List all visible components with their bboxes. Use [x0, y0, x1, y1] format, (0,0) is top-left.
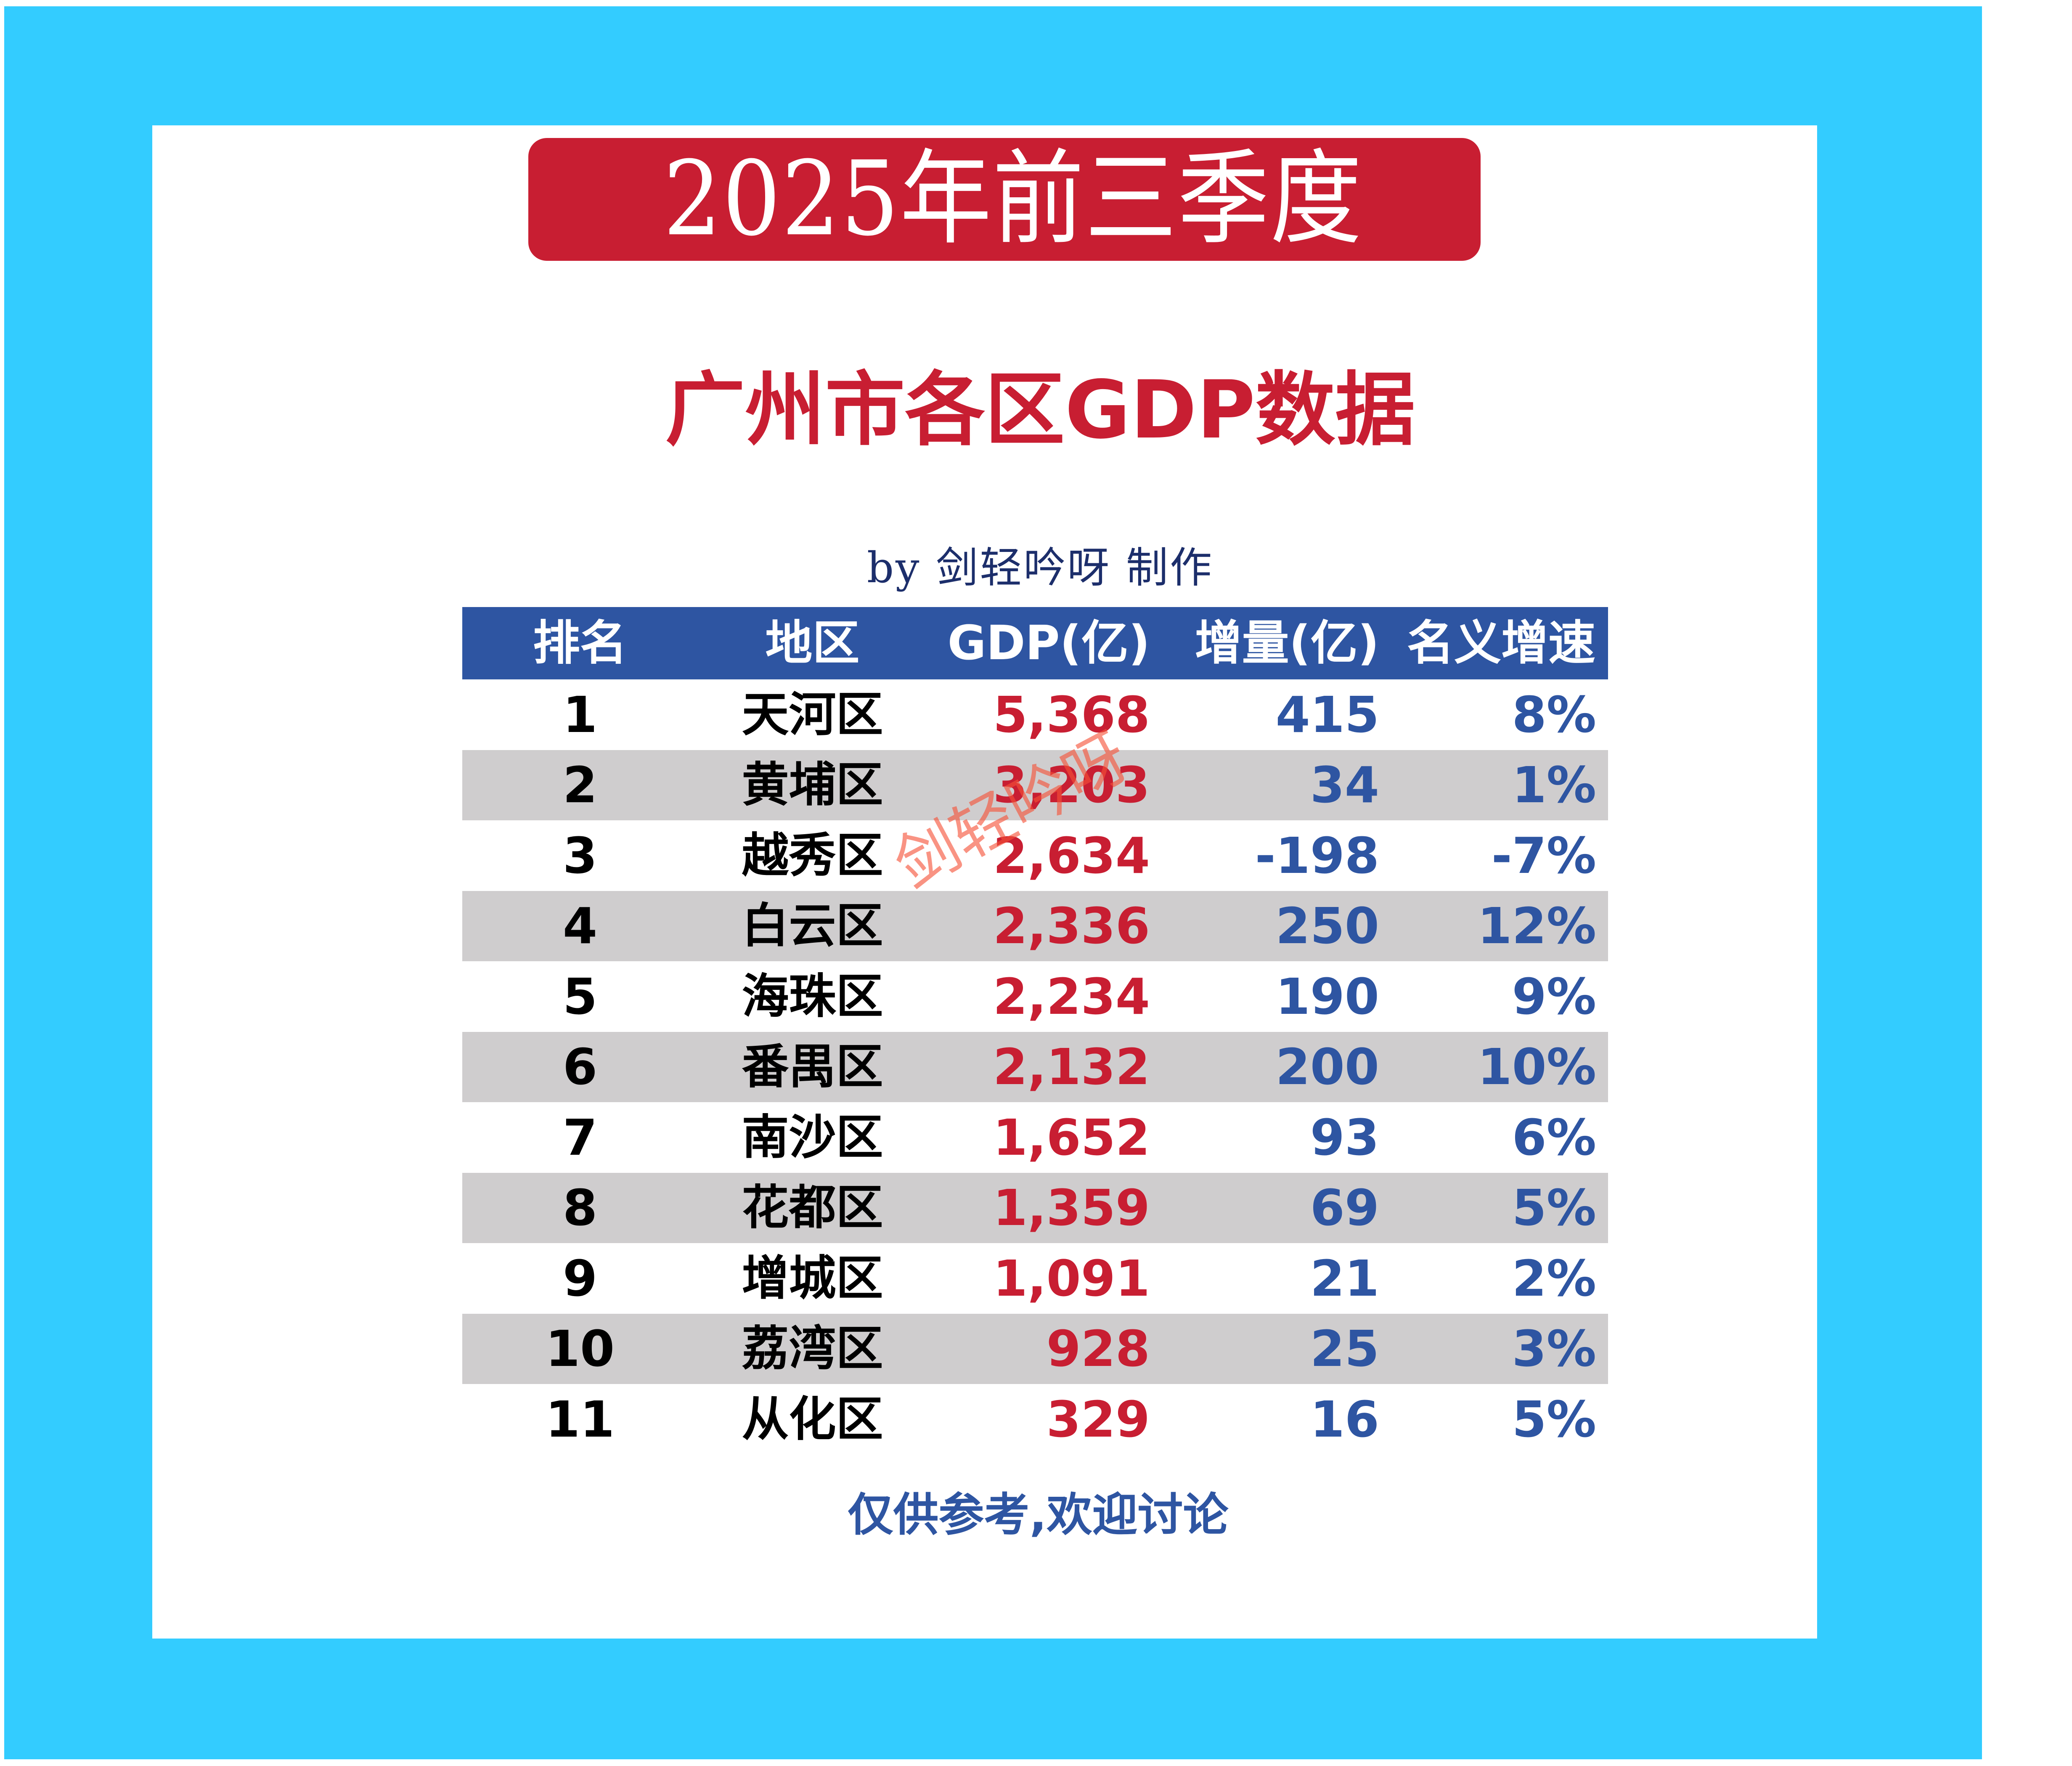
- cell-gdp: 2,234: [993, 967, 1150, 1026]
- cell-district: 白云区: [742, 899, 883, 954]
- cell-district: 花都区: [742, 1180, 883, 1236]
- cell-rank: 1: [562, 685, 598, 744]
- cell-growth: 8%: [1512, 685, 1596, 744]
- cell-growth: 2%: [1512, 1249, 1596, 1307]
- cell-rank: 5: [562, 967, 598, 1026]
- cell-district: 荔湾区: [742, 1321, 883, 1376]
- cell-district: 番禺区: [742, 1039, 883, 1095]
- header-growth: 名义增速: [1407, 616, 1595, 671]
- cell-increase: 200: [1275, 1038, 1379, 1096]
- cell-district: 天河区: [742, 687, 883, 742]
- table-row: 10 荔湾区 928 25 3%: [462, 1313, 1608, 1384]
- cell-increase: 16: [1310, 1390, 1379, 1448]
- cell-increase: 69: [1310, 1179, 1379, 1237]
- table-row: 5 海珠区 2,234 190 9%: [462, 961, 1608, 1032]
- cell-growth: 5%: [1512, 1390, 1596, 1448]
- cell-growth: 10%: [1477, 1038, 1596, 1096]
- cell-district: 黄埔区: [742, 758, 883, 813]
- period-banner: 2025年前三季度: [528, 138, 1481, 261]
- cell-gdp: 3,203: [993, 756, 1150, 814]
- cell-rank: 3: [562, 826, 598, 885]
- table-row: 1 天河区 5,368 415 8%: [462, 679, 1608, 750]
- cell-gdp: 5,368: [993, 685, 1150, 744]
- gdp-table: 排名 地区 GDP(亿) 增量(亿) 名义增速 1 天河区 5,368 415 …: [462, 607, 1608, 1455]
- cell-rank: 8: [562, 1179, 598, 1237]
- cell-district: 越秀区: [742, 828, 883, 883]
- cell-increase: 93: [1310, 1108, 1379, 1167]
- page-title: 广州市各区GDP数据: [665, 363, 1415, 456]
- cell-district: 海珠区: [742, 969, 883, 1024]
- cell-growth: 12%: [1477, 897, 1596, 955]
- author-byline: by 剑轻吟呀 制作: [866, 543, 1214, 592]
- table-row: 9 增城区 1,091 21 2%: [462, 1243, 1608, 1314]
- cell-growth: 5%: [1512, 1179, 1596, 1237]
- cell-increase: 415: [1275, 685, 1379, 744]
- table-row: 11 从化区 329 16 5%: [462, 1384, 1608, 1455]
- cell-gdp: 1,091: [993, 1249, 1150, 1307]
- cell-rank: 2: [562, 756, 598, 814]
- header-gdp: GDP(亿): [947, 616, 1150, 671]
- cell-increase: 250: [1275, 897, 1379, 955]
- cell-rank: 7: [562, 1108, 598, 1167]
- table-row: 7 南沙区 1,652 93 6%: [462, 1102, 1608, 1173]
- cell-gdp: 928: [1046, 1320, 1150, 1378]
- cell-gdp: 2,634: [993, 826, 1150, 885]
- cell-rank: 4: [562, 897, 598, 955]
- cell-gdp: 2,336: [993, 897, 1150, 955]
- footer-note: 仅供参考,欢迎讨论: [848, 1489, 1229, 1541]
- cell-growth: 9%: [1512, 967, 1596, 1026]
- cell-growth: 6%: [1512, 1108, 1596, 1167]
- cell-increase: 21: [1310, 1249, 1379, 1307]
- table-row: 6 番禺区 2,132 200 10%: [462, 1031, 1608, 1102]
- cell-rank: 9: [562, 1249, 598, 1307]
- table-row: 8 花都区 1,359 69 5%: [462, 1172, 1608, 1243]
- cell-increase: 34: [1310, 756, 1379, 814]
- cell-increase: 25: [1310, 1320, 1379, 1378]
- period-banner-text: 2025年前三季度: [663, 139, 1363, 259]
- table-row: 4 白云区 2,336 250 12%: [462, 891, 1608, 961]
- cell-district: 增城区: [742, 1251, 883, 1306]
- cell-growth: 3%: [1512, 1320, 1596, 1378]
- cell-district: 从化区: [742, 1392, 883, 1447]
- table-row: 3 越秀区 2,634 -198 -7%: [462, 820, 1608, 891]
- cell-gdp: 2,132: [993, 1038, 1150, 1096]
- cell-growth: -7%: [1491, 826, 1596, 885]
- cell-gdp: 329: [1046, 1390, 1150, 1448]
- cell-increase: -198: [1255, 826, 1379, 885]
- cell-increase: 190: [1275, 967, 1379, 1026]
- cell-gdp: 1,652: [993, 1108, 1150, 1167]
- cell-district: 南沙区: [742, 1110, 883, 1165]
- cell-growth: 1%: [1512, 756, 1596, 814]
- cell-rank: 10: [545, 1320, 615, 1378]
- cell-rank: 11: [545, 1390, 615, 1448]
- header-increase: 增量(亿): [1195, 616, 1379, 671]
- cell-rank: 6: [562, 1038, 598, 1096]
- cell-gdp: 1,359: [993, 1179, 1150, 1237]
- header-district: 地区: [765, 616, 860, 671]
- header-rank: 排名: [533, 616, 627, 671]
- table-header: 排名 地区 GDP(亿) 增量(亿) 名义增速: [462, 607, 1608, 679]
- table-row: 2 黄埔区 3,203 34 1%: [462, 750, 1608, 820]
